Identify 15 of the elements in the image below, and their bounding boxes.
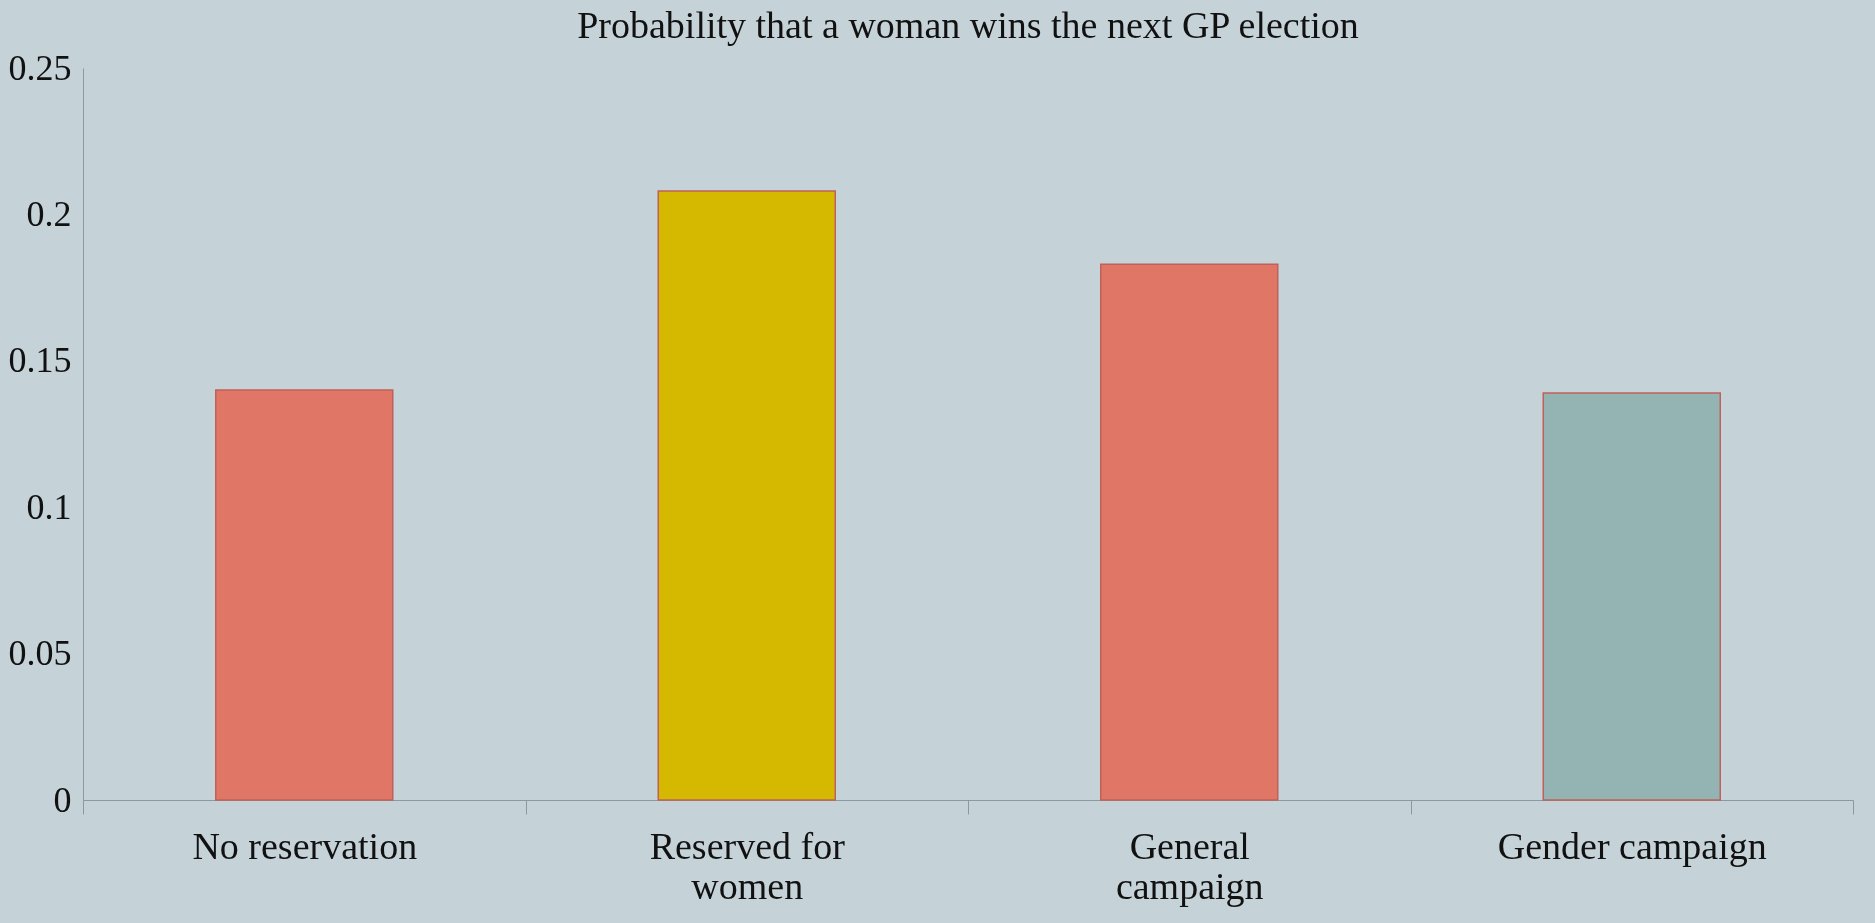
x-tick-label: No reservation <box>192 824 418 867</box>
y-tick-label: 0.25 <box>8 47 72 88</box>
bar <box>215 389 394 801</box>
bar <box>1100 263 1279 801</box>
chart-title: Probability that a woman wins the next GP election <box>577 4 1359 46</box>
x-tick-label: Reserved for women <box>649 824 846 907</box>
x-tick-label: General campaign <box>1115 824 1264 907</box>
bar <box>657 190 836 801</box>
x-tick-label: Gender campaign <box>1497 824 1767 867</box>
y-tick-label: 0.15 <box>8 340 72 381</box>
y-tick-label: 0 <box>53 779 72 820</box>
y-tick-label: 0.05 <box>8 633 72 674</box>
y-tick-label: 0.2 <box>26 193 72 234</box>
bar <box>1542 392 1721 801</box>
y-tick-label: 0.1 <box>26 486 72 527</box>
